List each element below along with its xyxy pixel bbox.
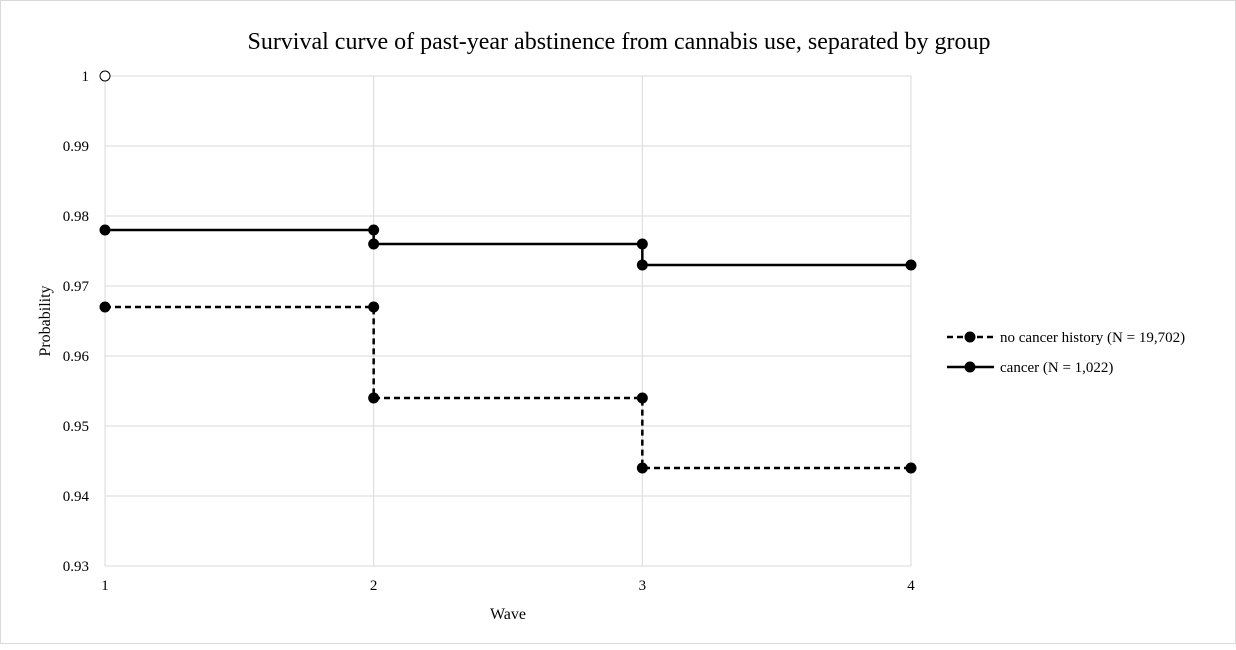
data-point — [636, 238, 648, 250]
series-1 — [99, 224, 917, 271]
data-point — [636, 392, 648, 404]
data-point — [99, 224, 111, 236]
data-point — [99, 301, 111, 313]
legend-item: cancer (N = 1,022) — [947, 360, 1113, 376]
open-circle-marker — [99, 70, 111, 82]
x-tick-label: 3 — [639, 578, 647, 594]
data-point — [905, 259, 917, 271]
chart-title: Survival curve of past-year abstinence f… — [247, 29, 990, 55]
data-point — [636, 462, 648, 474]
x-tick-label: 1 — [101, 578, 109, 594]
grid-lines — [104, 75, 912, 567]
y-tick-label: 0.93 — [63, 559, 89, 575]
x-axis-ticks: 1 2 3 4 — [101, 578, 915, 594]
y-tick-label: 1 — [82, 69, 90, 85]
legend-marker — [964, 331, 976, 343]
x-axis-label: Wave — [490, 606, 526, 623]
y-tick-label: 0.98 — [63, 209, 89, 225]
y-axis-label: Probability — [37, 285, 54, 356]
series-0 — [99, 301, 917, 474]
x-tick-label: 4 — [907, 578, 915, 594]
y-tick-label: 0.99 — [63, 139, 89, 155]
data-point — [636, 259, 648, 271]
data-point — [368, 238, 380, 250]
series-group — [99, 70, 917, 474]
y-tick-label: 0.97 — [63, 279, 90, 295]
data-point — [905, 462, 917, 474]
y-tick-label: 0.95 — [63, 419, 89, 435]
legend-label: cancer (N = 1,022) — [1000, 360, 1113, 376]
y-axis-ticks: 0.93 0.94 0.95 0.96 0.97 0.98 0.99 1 — [63, 69, 90, 575]
data-point — [368, 301, 380, 313]
legend-marker — [964, 361, 976, 373]
x-tick-label: 2 — [370, 578, 378, 594]
legend-label: no cancer history (N = 19,702) — [1000, 330, 1185, 346]
series-line — [105, 305, 911, 470]
y-tick-label: 0.96 — [63, 349, 90, 365]
legend-item: no cancer history (N = 19,702) — [947, 330, 1185, 346]
legend: no cancer history (N = 19,702) cancer (N … — [947, 330, 1185, 376]
y-tick-label: 0.94 — [63, 489, 90, 505]
data-point — [368, 224, 380, 236]
series-line — [105, 228, 911, 267]
data-point — [368, 392, 380, 404]
